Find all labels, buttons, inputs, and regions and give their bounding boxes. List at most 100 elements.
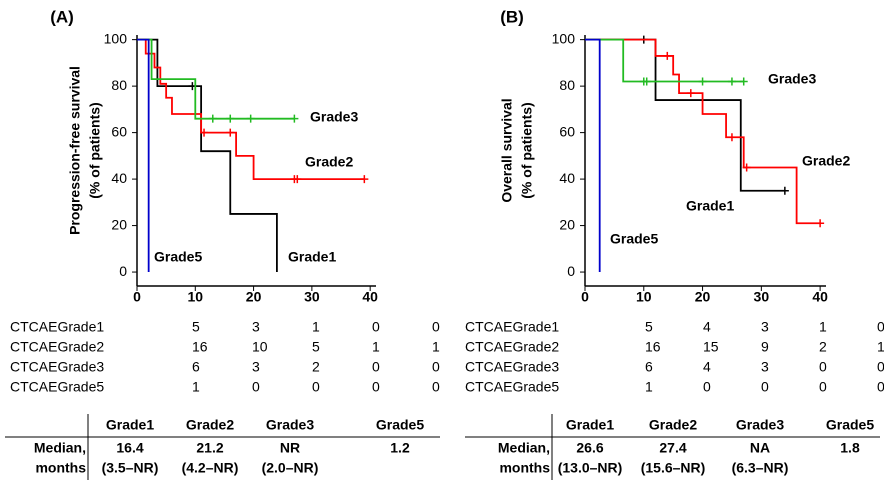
at-risk-count: 3 <box>761 319 769 335</box>
table-header: Grade1 <box>566 417 614 433</box>
y-tick-label: 40 <box>559 170 575 186</box>
at-risk-label: CTCAEGrade2 <box>465 339 559 355</box>
table-median: 21.2 <box>196 440 223 456</box>
at-risk-count: 6 <box>192 359 200 375</box>
table-ci: (13.0–NR) <box>558 460 623 476</box>
at-risk-count: 1 <box>192 379 200 395</box>
at-risk-count: 1 <box>877 339 884 355</box>
y-axis-label: Progression-free survival <box>67 66 83 235</box>
at-risk-count: 3 <box>761 359 769 375</box>
y-tick-label: 100 <box>104 30 128 46</box>
at-risk-count: 0 <box>252 379 260 395</box>
y-tick-label: 0 <box>567 263 575 279</box>
censor-mark <box>293 175 302 184</box>
at-risk-count: 0 <box>432 319 440 335</box>
panel-title: (B) <box>500 7 524 26</box>
y-tick-label: 100 <box>552 30 576 46</box>
at-risk-count: 10 <box>252 339 268 355</box>
at-risk-count: 1 <box>645 379 653 395</box>
at-risk-count: 0 <box>761 379 769 395</box>
at-risk-label: CTCAEGrade5 <box>10 379 104 395</box>
table-median: NA <box>750 440 770 456</box>
at-risk-label: CTCAEGrade3 <box>465 359 559 375</box>
at-risk-count: 0 <box>877 319 884 335</box>
at-risk-count: 9 <box>761 339 769 355</box>
table-row-label: months <box>499 460 550 476</box>
y-tick-label: 0 <box>119 263 127 279</box>
at-risk-label: CTCAEGrade3 <box>10 359 104 375</box>
table-header: Grade1 <box>106 417 154 433</box>
table-ci: (15.6–NR) <box>641 460 706 476</box>
censor-mark <box>780 186 789 195</box>
series-label: Grade2 <box>305 154 353 170</box>
series-label: Grade5 <box>154 249 202 265</box>
at-risk-count: 0 <box>372 359 380 375</box>
at-risk-count: 16 <box>645 339 661 355</box>
series-label: Grade5 <box>610 231 658 247</box>
series-label: Grade3 <box>768 71 816 87</box>
x-tick-label: 20 <box>695 289 711 305</box>
survival-curve <box>137 38 278 273</box>
table-header: Grade3 <box>266 417 314 433</box>
x-tick-label: 0 <box>581 289 589 305</box>
x-tick-label: 10 <box>636 289 652 305</box>
table-median: NR <box>280 440 300 456</box>
at-risk-count: 3 <box>252 359 260 375</box>
censor-mark <box>208 114 217 123</box>
table-header: Grade5 <box>376 417 424 433</box>
censor-mark <box>290 114 299 123</box>
at-risk-count: 16 <box>192 339 208 355</box>
y-tick-label: 40 <box>111 170 127 186</box>
y-axis-label: (% of patients) <box>519 102 535 198</box>
censor-mark <box>200 128 209 137</box>
at-risk-label: CTCAEGrade5 <box>465 379 559 395</box>
at-risk-count: 0 <box>877 359 884 375</box>
at-risk-label: CTCAEGrade1 <box>10 319 104 335</box>
at-risk-count: 1 <box>312 319 320 335</box>
series-label: Grade1 <box>686 198 734 214</box>
x-tick-label: 30 <box>754 289 770 305</box>
x-tick-label: 40 <box>362 289 378 305</box>
x-tick-label: 20 <box>246 289 262 305</box>
y-tick-label: 60 <box>111 123 127 139</box>
y-axis-label: (% of patients) <box>87 102 103 198</box>
at-risk-count: 4 <box>703 359 711 375</box>
table-ci: (3.5–NR) <box>102 460 159 476</box>
at-risk-count: 6 <box>645 359 653 375</box>
at-risk-count: 0 <box>877 379 884 395</box>
table-row-label: Median, <box>34 440 86 456</box>
at-risk-count: 4 <box>703 319 711 335</box>
censor-mark <box>698 77 707 86</box>
x-tick-label: 0 <box>133 289 141 305</box>
x-tick-label: 30 <box>304 289 320 305</box>
survival-curve <box>585 38 601 273</box>
at-risk-count: 5 <box>192 319 200 335</box>
table-median: 27.4 <box>659 440 686 456</box>
censor-mark <box>727 77 736 86</box>
y-axis-label: Overall survival <box>499 98 515 202</box>
table-ci: (6.3–NR) <box>732 460 789 476</box>
censor-mark <box>727 133 736 142</box>
series-label: Grade1 <box>288 249 336 265</box>
survival-curve <box>137 38 150 273</box>
at-risk-count: 5 <box>645 319 653 335</box>
table-ci: (2.0–NR) <box>262 460 319 476</box>
y-tick-label: 20 <box>111 216 127 232</box>
x-tick-label: 40 <box>812 289 828 305</box>
series-label: Grade2 <box>802 153 850 169</box>
at-risk-count: 0 <box>432 359 440 375</box>
panel-title: (A) <box>50 7 74 26</box>
y-tick-label: 20 <box>559 216 575 232</box>
at-risk-count: 2 <box>819 339 827 355</box>
table-ci: (4.2–NR) <box>182 460 239 476</box>
censor-mark <box>739 77 748 86</box>
table-median: 1.2 <box>390 440 410 456</box>
at-risk-count: 3 <box>252 319 260 335</box>
at-risk-count: 0 <box>432 379 440 395</box>
censor-mark <box>226 128 235 137</box>
series-label: Grade3 <box>310 109 358 125</box>
censor-mark <box>246 114 255 123</box>
table-median: 26.6 <box>576 440 603 456</box>
at-risk-count: 0 <box>703 379 711 395</box>
